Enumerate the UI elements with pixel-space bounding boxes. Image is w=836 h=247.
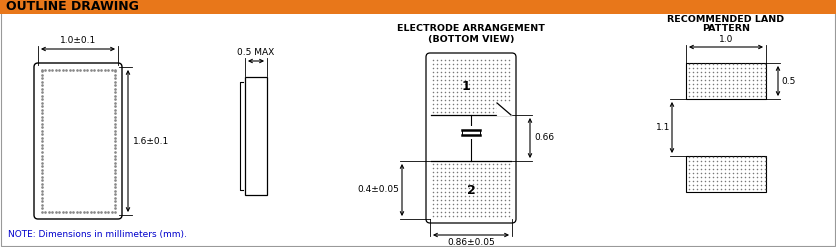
Bar <box>431 161 511 218</box>
Bar <box>431 58 511 115</box>
Text: 0.4±0.05: 0.4±0.05 <box>357 185 399 194</box>
FancyBboxPatch shape <box>426 53 516 223</box>
FancyBboxPatch shape <box>34 63 122 219</box>
Text: 2: 2 <box>466 184 476 197</box>
Text: (BOTTOM VIEW): (BOTTOM VIEW) <box>428 36 514 44</box>
Text: NOTE: Dimensions in millimeters (mm).: NOTE: Dimensions in millimeters (mm). <box>8 230 187 239</box>
Text: 1.0: 1.0 <box>719 35 733 44</box>
Bar <box>245 77 267 195</box>
Text: 1.6±0.1: 1.6±0.1 <box>133 137 169 145</box>
Bar <box>461 126 481 140</box>
Text: OUTLINE DRAWING: OUTLINE DRAWING <box>6 0 139 14</box>
Text: 0.86±0.05: 0.86±0.05 <box>447 238 495 247</box>
Text: 1: 1 <box>461 80 471 92</box>
Text: 1.1: 1.1 <box>655 123 670 132</box>
Polygon shape <box>497 103 511 115</box>
Bar <box>686 156 766 192</box>
Text: ELECTRODE ARRANGEMENT: ELECTRODE ARRANGEMENT <box>397 24 545 34</box>
Bar <box>686 63 766 99</box>
Bar <box>0 0 836 14</box>
Text: 1.0±0.1: 1.0±0.1 <box>60 36 96 45</box>
Text: 0.5: 0.5 <box>781 77 795 85</box>
Text: 0.5 MAX: 0.5 MAX <box>237 48 274 57</box>
Text: 0.66: 0.66 <box>534 133 554 143</box>
Text: RECOMMENDED LAND: RECOMMENDED LAND <box>667 15 784 24</box>
Text: PATTERN: PATTERN <box>702 24 750 33</box>
